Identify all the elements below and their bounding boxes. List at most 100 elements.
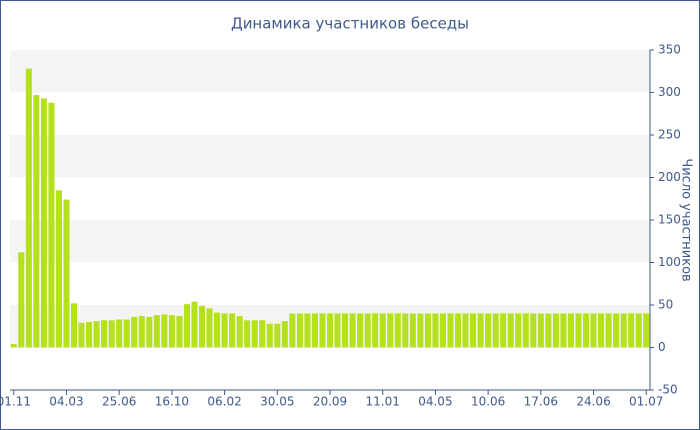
bar [304, 313, 311, 348]
x-tick-label: 01.11 [0, 395, 31, 409]
x-tick-label: 01.07 [629, 395, 663, 409]
bar [86, 322, 93, 348]
bar [582, 313, 590, 348]
bar [251, 320, 258, 348]
bar [409, 313, 416, 348]
y-tick-label: 350 [658, 43, 681, 57]
grid-band [10, 220, 650, 263]
bar [500, 313, 507, 348]
bar [402, 313, 409, 348]
bar [507, 313, 514, 348]
bar [131, 316, 138, 348]
bar [590, 313, 597, 348]
bar [25, 68, 32, 348]
bar [334, 313, 341, 348]
bar [168, 315, 175, 348]
bar [560, 313, 567, 348]
bar [48, 102, 55, 348]
bar [439, 313, 446, 348]
bar [296, 313, 303, 348]
bar [537, 313, 544, 348]
y-tick-label: 0 [658, 340, 666, 354]
bar [138, 316, 145, 348]
bar [63, 199, 70, 348]
bar [33, 95, 40, 348]
y-tick-label: 250 [658, 128, 681, 142]
x-tick-label: 16.10 [155, 395, 189, 409]
grid-band [10, 135, 650, 178]
x-tick-label: 17.06 [524, 395, 558, 409]
x-tick-label: 25.06 [102, 395, 136, 409]
bar [198, 305, 206, 348]
bar [259, 320, 266, 348]
bar [161, 314, 168, 348]
bar [274, 323, 281, 348]
bar [394, 313, 401, 348]
bar [620, 313, 627, 348]
bar [417, 313, 424, 348]
bar [289, 313, 296, 348]
bar [470, 313, 477, 348]
bar [643, 313, 650, 348]
bar [229, 313, 236, 348]
bar [447, 313, 454, 348]
bar [116, 319, 123, 348]
bar [153, 315, 160, 348]
bar [552, 313, 559, 348]
bar [424, 313, 431, 348]
x-tick-label: 04.03 [49, 395, 83, 409]
bar [605, 313, 612, 348]
bar [244, 320, 251, 348]
bar [101, 320, 108, 348]
bar [266, 323, 273, 348]
x-tick-label: 10.06 [471, 395, 505, 409]
bar [635, 313, 642, 348]
bar [364, 313, 371, 348]
bar [628, 313, 635, 348]
bar [221, 313, 228, 348]
bar [477, 313, 484, 348]
y-tick-label: 50 [658, 298, 673, 312]
bar [311, 313, 318, 348]
bar [206, 308, 213, 348]
x-tick-label: 04.05 [418, 395, 452, 409]
bar [598, 313, 605, 348]
bar [326, 313, 334, 348]
x-tick-label: 11.01 [366, 395, 400, 409]
y-tick-label: 300 [658, 85, 681, 99]
y-tick-label: 100 [658, 255, 681, 269]
bar [462, 313, 469, 348]
bar [387, 313, 394, 348]
bar [191, 301, 198, 348]
bar [40, 98, 47, 348]
bar [379, 313, 386, 348]
y-tick-label: -50 [658, 383, 678, 397]
bar [454, 313, 462, 348]
bar [183, 304, 190, 348]
bar [281, 321, 288, 348]
bar [78, 322, 85, 348]
bar [123, 319, 130, 348]
y-tick-label: 150 [658, 213, 681, 227]
bar [214, 312, 221, 348]
bar [70, 303, 78, 348]
x-tick-label: 20.09 [313, 395, 347, 409]
bar [613, 313, 620, 348]
bar [372, 313, 379, 348]
bar [55, 190, 62, 348]
grid-band [10, 50, 650, 93]
bar [522, 313, 529, 348]
bar [319, 313, 326, 348]
bar [349, 313, 356, 348]
bar [10, 344, 17, 348]
chart-title: Динамика участников беседы [231, 15, 469, 33]
bar [176, 316, 183, 348]
y-axis-label: Число участников [679, 158, 694, 281]
x-tick-label: 06.02 [207, 395, 241, 409]
bar [342, 313, 349, 348]
bar [545, 313, 552, 348]
bar [357, 313, 364, 348]
bar [492, 313, 499, 348]
bar [236, 316, 243, 348]
